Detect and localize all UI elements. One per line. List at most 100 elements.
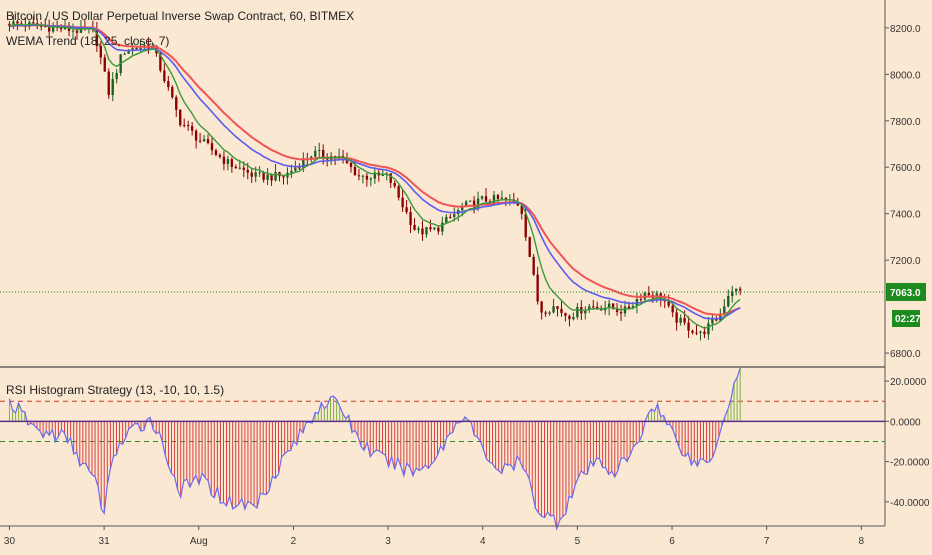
x-tick-label: 31 (99, 536, 111, 547)
candle-body (198, 140, 202, 142)
candle-body (671, 305, 674, 313)
candle-body (190, 126, 194, 131)
candle-body (258, 172, 261, 174)
candle-body (683, 317, 686, 323)
candle-body (524, 213, 527, 238)
candle-body (540, 301, 543, 313)
candle-body (548, 312, 551, 314)
candle-body (552, 306, 555, 313)
candle-body (588, 306, 591, 311)
candle-body (564, 313, 567, 316)
candle-body (40, 25, 43, 27)
candle-body (476, 198, 480, 208)
countdown-badge-bg (892, 310, 920, 327)
indicator-label: WEMA Trend (18, 25, close, 7) (6, 34, 169, 48)
x-tick-label: 6 (669, 536, 675, 547)
candle-body (365, 175, 369, 180)
oscillator-y-tick-label: 0.0000 (890, 417, 921, 428)
candle-body (453, 214, 456, 218)
candle-body (95, 29, 99, 47)
candle-body (461, 206, 464, 211)
candle-body (647, 292, 651, 296)
candle-body (492, 195, 496, 204)
candle-body (421, 228, 424, 235)
candle-body (202, 139, 206, 142)
candle-body (568, 315, 571, 320)
candle-body (536, 274, 539, 302)
price-pane (0, 14, 885, 341)
candle-body (584, 310, 587, 314)
candle-body (615, 308, 619, 312)
candle-body (687, 322, 690, 331)
candle-body (47, 26, 51, 32)
candle-body (596, 306, 599, 309)
candle-body (214, 150, 218, 155)
candle-body (310, 156, 313, 159)
candle-body (206, 139, 210, 144)
candle-body (735, 288, 738, 292)
candle-body (699, 331, 702, 333)
candle-body (302, 158, 305, 169)
ema-blue-line (9, 24, 741, 320)
candle-body (135, 48, 138, 50)
candle-body (226, 159, 230, 164)
candle-body (79, 26, 83, 33)
x-tick-label: 3 (385, 536, 391, 547)
x-tick-label: 4 (480, 536, 486, 547)
candle-body (218, 154, 222, 157)
candle-body (695, 332, 698, 334)
candle-body (397, 186, 400, 198)
candle-body (242, 167, 245, 170)
candle-body (381, 175, 384, 177)
countdown-badge: 02:27 (892, 310, 921, 327)
candle-body (504, 197, 508, 200)
candle-body (75, 30, 79, 33)
candle-body (711, 318, 714, 324)
candle-body (425, 227, 428, 235)
candle-body (270, 174, 273, 181)
candle-body (266, 174, 269, 180)
candle-body (631, 306, 635, 309)
candle-body (167, 81, 170, 88)
candle-body (715, 318, 718, 321)
candle-body (445, 216, 448, 223)
candle-body (194, 130, 198, 141)
candle-body (8, 23, 11, 27)
candle-body (556, 306, 559, 309)
candle-body (480, 196, 484, 199)
candle-body (357, 175, 361, 177)
chart-title: Bitcoin / US Dollar Perpetual Inverse Sw… (6, 9, 354, 23)
candle-body (318, 149, 321, 151)
candle-body (409, 212, 412, 225)
x-tick-label: 8 (859, 536, 865, 547)
candle-body (691, 330, 694, 333)
candle-body (401, 197, 404, 208)
candle-body (441, 222, 444, 232)
candle-body (123, 53, 126, 55)
candle-body (623, 306, 627, 314)
candle-body (250, 172, 253, 177)
candle-body (520, 205, 523, 214)
candle-body (576, 306, 579, 318)
candle-body (234, 166, 238, 169)
candle-body (611, 303, 615, 309)
candle-body (298, 167, 301, 169)
candle-body (369, 178, 373, 180)
candle-body (282, 176, 285, 178)
candle-body (12, 21, 15, 27)
candle-body (373, 172, 377, 179)
oscillator-pane (0, 367, 885, 531)
price-y-tick-label: 8200.0 (890, 24, 921, 35)
oscillator-y-tick-label: -40.0000 (890, 498, 930, 509)
candle-body (405, 207, 408, 213)
oscillator-y-tick-label: 20.0000 (890, 377, 927, 388)
candle-body (393, 183, 396, 187)
candle-body (528, 237, 531, 257)
candle-body (449, 216, 452, 218)
oscillator-y-axis: 20.0000 0.0000 -20.0000 -40.0000 (885, 377, 930, 509)
candle-body (464, 201, 468, 207)
candle-body (389, 173, 392, 184)
